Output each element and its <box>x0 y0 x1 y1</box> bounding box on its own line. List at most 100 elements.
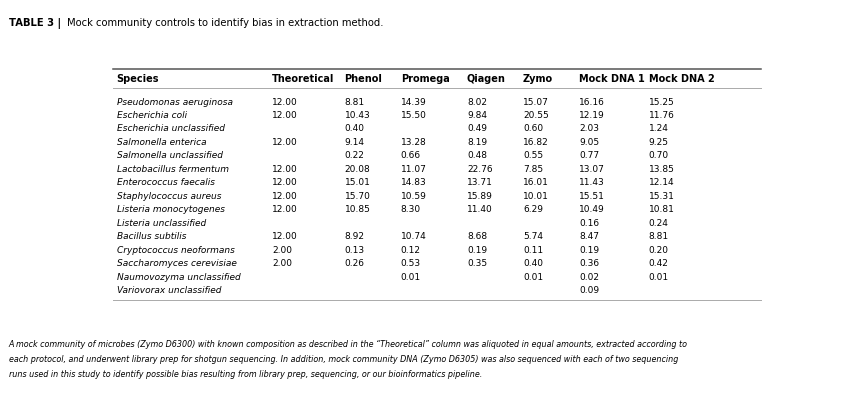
Text: 0.01: 0.01 <box>522 272 543 281</box>
Text: Listeria monocytogenes: Listeria monocytogenes <box>117 205 224 214</box>
Text: 0.66: 0.66 <box>400 151 420 160</box>
Text: 0.13: 0.13 <box>344 245 365 254</box>
Text: 9.84: 9.84 <box>466 111 486 120</box>
Text: 8.02: 8.02 <box>466 97 486 106</box>
Text: Species: Species <box>117 74 158 84</box>
Text: 0.42: 0.42 <box>648 259 668 267</box>
Text: 10.81: 10.81 <box>648 205 674 214</box>
Text: Salmonella enterica: Salmonella enterica <box>117 138 206 147</box>
Text: 0.40: 0.40 <box>522 259 543 267</box>
Text: 15.51: 15.51 <box>579 191 604 200</box>
Text: 14.39: 14.39 <box>400 97 426 106</box>
Text: A mock community of microbes (Zymo D6300) with known composition as described in: A mock community of microbes (Zymo D6300… <box>9 339 687 348</box>
Text: 12.00: 12.00 <box>272 97 297 106</box>
Text: 13.07: 13.07 <box>579 164 604 174</box>
Text: 12.00: 12.00 <box>272 232 297 241</box>
Text: 8.81: 8.81 <box>648 232 668 241</box>
Text: Saccharomyces cerevisiae: Saccharomyces cerevisiae <box>117 259 236 267</box>
Text: 2.03: 2.03 <box>579 124 599 133</box>
Text: 15.01: 15.01 <box>344 178 370 187</box>
Text: Theoretical: Theoretical <box>272 74 334 84</box>
Text: Variovorax unclassified: Variovorax unclassified <box>117 286 221 294</box>
Text: 22.76: 22.76 <box>466 164 492 174</box>
Text: Qiagen: Qiagen <box>466 74 505 84</box>
Text: 10.01: 10.01 <box>522 191 549 200</box>
Text: 8.19: 8.19 <box>466 138 486 147</box>
Text: 20.55: 20.55 <box>522 111 548 120</box>
Text: 0.16: 0.16 <box>579 218 599 227</box>
Text: 12.19: 12.19 <box>579 111 604 120</box>
Text: 11.76: 11.76 <box>648 111 674 120</box>
Text: Mock DNA 1: Mock DNA 1 <box>579 74 644 84</box>
Text: 0.02: 0.02 <box>579 272 599 281</box>
Text: 0.01: 0.01 <box>648 272 668 281</box>
Text: 8.68: 8.68 <box>466 232 486 241</box>
Text: 0.40: 0.40 <box>344 124 364 133</box>
Text: 1.24: 1.24 <box>648 124 668 133</box>
Text: 0.24: 0.24 <box>648 218 668 227</box>
Text: 11.07: 11.07 <box>400 164 426 174</box>
Text: 0.36: 0.36 <box>579 259 599 267</box>
Text: 0.35: 0.35 <box>466 259 486 267</box>
Text: 0.20: 0.20 <box>648 245 668 254</box>
Text: Escherichia unclassified: Escherichia unclassified <box>117 124 224 133</box>
Text: 15.70: 15.70 <box>344 191 370 200</box>
Text: 12.00: 12.00 <box>272 178 297 187</box>
Text: 0.53: 0.53 <box>400 259 420 267</box>
Text: Promega: Promega <box>400 74 449 84</box>
Text: 9.05: 9.05 <box>579 138 599 147</box>
Text: Listeria unclassified: Listeria unclassified <box>117 218 205 227</box>
Text: Escherichia coli: Escherichia coli <box>117 111 187 120</box>
Text: 0.48: 0.48 <box>466 151 486 160</box>
Text: 5.74: 5.74 <box>522 232 543 241</box>
Text: 8.81: 8.81 <box>344 97 365 106</box>
Text: 12.00: 12.00 <box>272 205 297 214</box>
Text: 6.29: 6.29 <box>522 205 543 214</box>
Text: 0.12: 0.12 <box>400 245 420 254</box>
Text: Naumovozyma unclassified: Naumovozyma unclassified <box>117 272 240 281</box>
Text: 0.77: 0.77 <box>579 151 599 160</box>
Text: 10.49: 10.49 <box>579 205 604 214</box>
Text: 13.71: 13.71 <box>466 178 492 187</box>
Text: 0.70: 0.70 <box>648 151 668 160</box>
Text: Staphylococcus aureus: Staphylococcus aureus <box>117 191 221 200</box>
Text: 0.26: 0.26 <box>344 259 364 267</box>
Text: 2.00: 2.00 <box>272 259 291 267</box>
Text: 20.08: 20.08 <box>344 164 370 174</box>
Text: 0.19: 0.19 <box>579 245 599 254</box>
Text: 8.92: 8.92 <box>344 232 364 241</box>
Text: 2.00: 2.00 <box>272 245 291 254</box>
Text: 15.25: 15.25 <box>648 97 674 106</box>
Text: 0.19: 0.19 <box>466 245 486 254</box>
Text: 13.85: 13.85 <box>648 164 674 174</box>
Text: 0.49: 0.49 <box>466 124 486 133</box>
Text: 11.43: 11.43 <box>579 178 604 187</box>
Text: 10.43: 10.43 <box>344 111 370 120</box>
Text: Mock community controls to identify bias in extraction method.: Mock community controls to identify bias… <box>66 18 383 28</box>
Text: 8.30: 8.30 <box>400 205 420 214</box>
Text: 12.00: 12.00 <box>272 164 297 174</box>
Text: 0.55: 0.55 <box>522 151 543 160</box>
Text: each protocol, and underwent library prep for shotgun sequencing. In addition, m: each protocol, and underwent library pre… <box>9 354 677 363</box>
Text: 16.82: 16.82 <box>522 138 548 147</box>
Text: 12.00: 12.00 <box>272 111 297 120</box>
Text: 14.83: 14.83 <box>400 178 426 187</box>
Text: Bacillus subtilis: Bacillus subtilis <box>117 232 186 241</box>
Text: 7.85: 7.85 <box>522 164 543 174</box>
Text: 10.74: 10.74 <box>400 232 426 241</box>
Text: 8.47: 8.47 <box>579 232 599 241</box>
Text: Pseudomonas aeruginosa: Pseudomonas aeruginosa <box>117 97 233 106</box>
Text: 10.85: 10.85 <box>344 205 370 214</box>
Text: 10.59: 10.59 <box>400 191 426 200</box>
Text: Salmonella unclassified: Salmonella unclassified <box>117 151 222 160</box>
Text: Mock DNA 2: Mock DNA 2 <box>648 74 714 84</box>
Text: 0.09: 0.09 <box>579 286 599 294</box>
Text: 15.89: 15.89 <box>466 191 492 200</box>
Text: 12.00: 12.00 <box>272 191 297 200</box>
Text: Lactobacillus fermentum: Lactobacillus fermentum <box>117 164 228 174</box>
Text: 0.60: 0.60 <box>522 124 543 133</box>
Text: TABLE 3 |: TABLE 3 | <box>9 18 64 29</box>
Text: 0.11: 0.11 <box>522 245 543 254</box>
Text: Phenol: Phenol <box>344 74 382 84</box>
Text: 9.14: 9.14 <box>344 138 364 147</box>
